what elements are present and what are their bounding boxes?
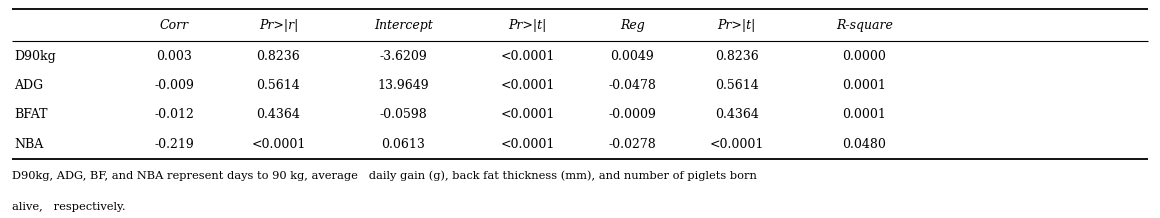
Text: -0.012: -0.012 (154, 109, 194, 121)
Text: 0.0001: 0.0001 (842, 109, 886, 121)
Text: -0.0478: -0.0478 (608, 79, 657, 92)
Text: 0.4364: 0.4364 (715, 109, 759, 121)
Text: Reg: Reg (619, 19, 645, 32)
Text: 0.0613: 0.0613 (382, 138, 425, 151)
Text: 0.4364: 0.4364 (256, 109, 300, 121)
Text: 0.003: 0.003 (157, 50, 191, 63)
Text: <0.0001: <0.0001 (501, 109, 554, 121)
Text: R-square: R-square (835, 19, 893, 32)
Text: 0.0000: 0.0000 (842, 50, 886, 63)
Text: BFAT: BFAT (14, 109, 48, 121)
Text: <0.0001: <0.0001 (501, 138, 554, 151)
Text: Pr>|r|: Pr>|r| (259, 19, 298, 32)
Text: -0.0598: -0.0598 (379, 109, 427, 121)
Text: Corr: Corr (159, 19, 189, 32)
Text: D90kg, ADG, BF, and NBA represent days to 90 kg, average   daily gain (g), back : D90kg, ADG, BF, and NBA represent days t… (12, 170, 756, 181)
Text: 0.0480: 0.0480 (842, 138, 886, 151)
Text: -0.0278: -0.0278 (608, 138, 657, 151)
Text: 0.0049: 0.0049 (610, 50, 654, 63)
Text: 0.8236: 0.8236 (715, 50, 759, 63)
Text: NBA: NBA (14, 138, 43, 151)
Text: Intercept: Intercept (374, 19, 433, 32)
Text: alive,   respectively.: alive, respectively. (12, 202, 125, 212)
Text: 0.8236: 0.8236 (256, 50, 300, 63)
Text: D90kg: D90kg (14, 50, 56, 63)
Text: -0.009: -0.009 (154, 79, 194, 92)
Text: <0.0001: <0.0001 (252, 138, 305, 151)
Text: 0.5614: 0.5614 (715, 79, 759, 92)
Text: <0.0001: <0.0001 (710, 138, 763, 151)
Text: 0.0001: 0.0001 (842, 79, 886, 92)
Text: Pr>|t|: Pr>|t| (508, 19, 548, 32)
Text: <0.0001: <0.0001 (501, 79, 554, 92)
Text: 13.9649: 13.9649 (377, 79, 429, 92)
Text: 0.5614: 0.5614 (256, 79, 300, 92)
Text: -0.219: -0.219 (154, 138, 194, 151)
Text: ADG: ADG (14, 79, 43, 92)
Text: <0.0001: <0.0001 (501, 50, 554, 63)
Text: -3.6209: -3.6209 (379, 50, 427, 63)
Text: Pr>|t|: Pr>|t| (717, 19, 756, 32)
Text: -0.0009: -0.0009 (608, 109, 657, 121)
